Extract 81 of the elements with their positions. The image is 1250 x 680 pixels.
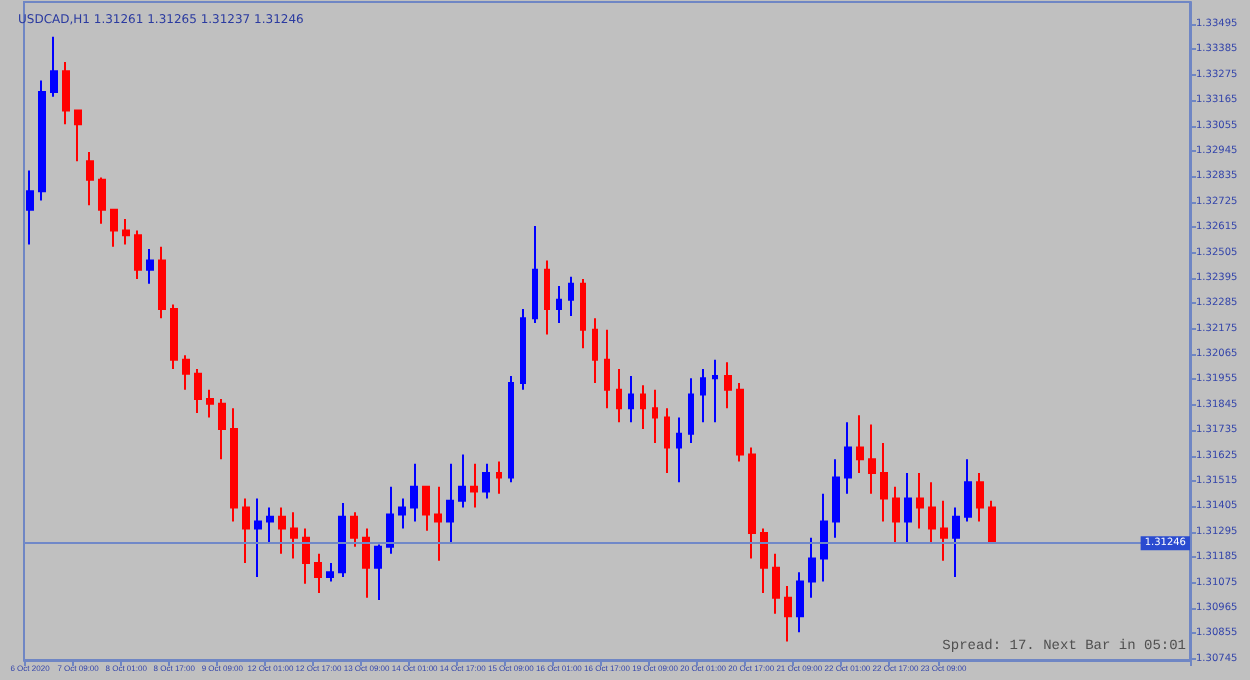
candlestick	[38, 79, 46, 202]
candlestick	[86, 151, 94, 207]
candlestick	[182, 354, 190, 391]
candlestick	[110, 208, 118, 248]
candlestick	[952, 506, 960, 578]
candlestick	[940, 499, 948, 562]
candlestick	[434, 485, 442, 562]
candlestick	[74, 109, 82, 163]
candlestick	[520, 308, 526, 391]
candlestick	[26, 169, 34, 246]
candlestick	[254, 497, 262, 578]
candlestick	[242, 497, 250, 565]
candlestick	[676, 416, 682, 484]
candlestick	[796, 571, 804, 634]
candlestick	[700, 368, 706, 424]
candlestick	[206, 388, 214, 419]
candlestick	[604, 328, 610, 410]
candlestick	[892, 485, 900, 544]
candlestick	[218, 398, 226, 461]
candlestick	[904, 471, 912, 544]
candlestick	[386, 485, 394, 555]
candlestick	[482, 462, 490, 500]
candlestick	[266, 506, 274, 544]
candlestick	[772, 552, 780, 615]
candlestick	[928, 481, 936, 544]
candlestick	[496, 460, 502, 495]
candlestick	[50, 35, 58, 98]
candlestick	[592, 317, 598, 384]
candlestick	[98, 176, 106, 225]
candlestick	[652, 388, 658, 444]
candlestick	[724, 361, 732, 410]
candlestick	[532, 224, 538, 324]
candlestick	[544, 259, 550, 336]
candlestick	[508, 375, 514, 484]
candlestick	[844, 421, 852, 495]
candlestick	[122, 218, 130, 246]
candlestick	[976, 471, 984, 523]
candlestick	[820, 492, 828, 583]
candlestick	[446, 462, 454, 544]
candlestick	[760, 527, 768, 595]
candlestick	[362, 527, 370, 599]
candlestick	[398, 497, 406, 530]
candlestick	[62, 61, 70, 126]
candlestick	[338, 502, 346, 578]
candlestick	[856, 414, 864, 474]
candlestick	[556, 284, 562, 324]
candlestick	[194, 368, 202, 414]
candlestick	[326, 562, 334, 583]
candlestick	[832, 458, 840, 539]
candlestick	[916, 471, 924, 530]
candlestick	[988, 499, 996, 544]
candlestick	[808, 536, 816, 599]
candlestick	[688, 377, 694, 444]
candlestick	[748, 446, 756, 560]
candlestick	[290, 511, 298, 560]
candlestick	[314, 552, 322, 595]
candlestick	[712, 358, 718, 424]
candlestick	[470, 462, 478, 509]
candlestick	[278, 506, 286, 555]
candlestick	[868, 423, 876, 495]
candlestick	[422, 485, 430, 532]
candlestick	[616, 368, 622, 424]
candlestick	[580, 278, 586, 350]
candlestick	[458, 453, 466, 509]
candlestick	[880, 441, 888, 523]
candlestick	[158, 245, 166, 320]
candlestick	[410, 462, 418, 523]
candlestick	[302, 527, 310, 585]
candlestick	[568, 275, 574, 317]
candlestick	[784, 585, 792, 643]
candlestick	[350, 511, 358, 548]
candlestick	[146, 248, 154, 285]
candlestick	[640, 384, 646, 431]
candlestick	[230, 407, 238, 523]
candlestick	[628, 375, 634, 424]
candlestick	[736, 381, 744, 463]
candlestick	[664, 407, 670, 474]
candlestick	[170, 303, 178, 371]
candlestick	[134, 229, 142, 281]
candlestick	[964, 458, 972, 523]
candlestick	[374, 543, 382, 601]
